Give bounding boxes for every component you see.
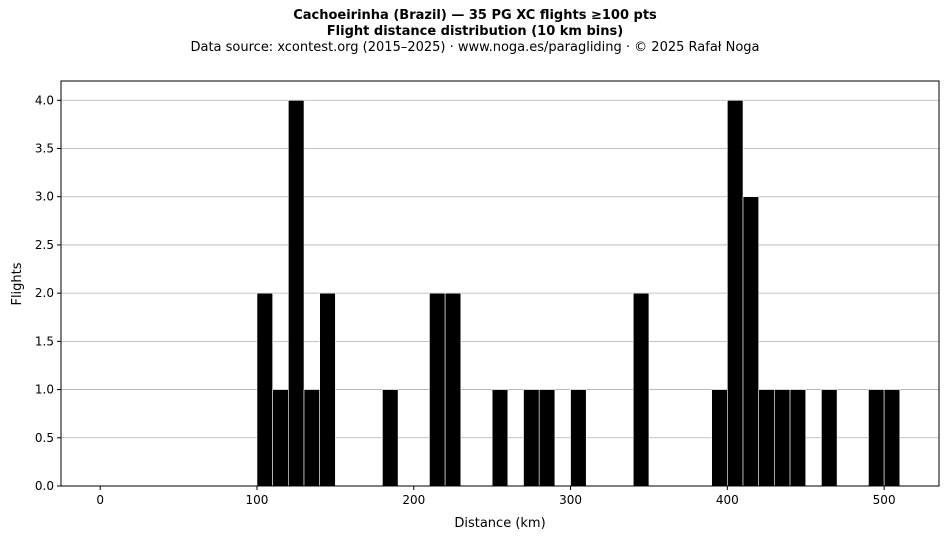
chart-title: Cachoeirinha (Brazil) — 35 PG XC flights…: [293, 8, 657, 23]
bars: [256, 99, 901, 487]
y-tick-label: 4.0: [35, 93, 54, 107]
y-tick-label: 1.5: [35, 334, 54, 348]
histogram-bar: [272, 389, 289, 487]
x-tick-label: 400: [716, 493, 739, 507]
x-tick-label: 300: [559, 493, 582, 507]
chart-source-note: Data source: xcontest.org (2015–2025) · …: [190, 40, 760, 55]
x-axis-label: Distance (km): [454, 516, 545, 531]
histogram-bar: [758, 389, 775, 487]
histogram-bar: [538, 389, 556, 487]
histogram-bar: [868, 389, 885, 487]
histogram-bar: [303, 389, 320, 487]
histogram-bar: [288, 99, 305, 487]
histogram-bar: [774, 389, 791, 487]
x-tick-label: 100: [246, 493, 269, 507]
y-tick-label: 2.5: [35, 238, 54, 252]
histogram-bar: [742, 196, 759, 487]
x-tick-label: 500: [873, 493, 896, 507]
histogram-bar: [821, 389, 838, 487]
x-tick-label: 0: [96, 493, 104, 507]
histogram-bar: [256, 292, 273, 487]
histogram-bar: [711, 389, 728, 487]
plot-frame: [60, 80, 940, 487]
axes: 0.0 0.5 1.0 1.5 2.0 2.5 3.0 3.5 4.0 0 100 200 300 400…: [35, 80, 940, 507]
y-tick-label: 3.0: [35, 190, 54, 204]
histogram-bar: [444, 292, 462, 487]
y-tick-label: 2.0: [35, 286, 54, 300]
histogram-bar: [632, 292, 650, 487]
y-tick-label: 3.5: [35, 142, 54, 156]
y-tick-label: 1.0: [35, 383, 54, 397]
y-axis-label: Flights: [10, 262, 25, 305]
histogram-bar: [727, 99, 744, 487]
histogram-bar: [429, 292, 446, 487]
y-tick-label: 0.0: [35, 479, 54, 493]
histogram-bar: [789, 389, 807, 487]
chart-title-block: Cachoeirinha (Brazil) — 35 PG XC flights…: [0, 8, 950, 56]
histogram-bar: [319, 292, 336, 487]
chart-subtitle: Flight distance distribution (10 km bins…: [326, 24, 624, 39]
histogram-bar: [883, 389, 901, 487]
histogram-bar: [491, 389, 509, 487]
x-tick-label: 200: [402, 493, 425, 507]
y-tick-label: 0.5: [35, 431, 54, 445]
grid-lines: [61, 99, 939, 439]
histogram-bar: [570, 389, 587, 487]
histogram-bar: [523, 389, 540, 487]
histogram-bar: [382, 389, 399, 487]
